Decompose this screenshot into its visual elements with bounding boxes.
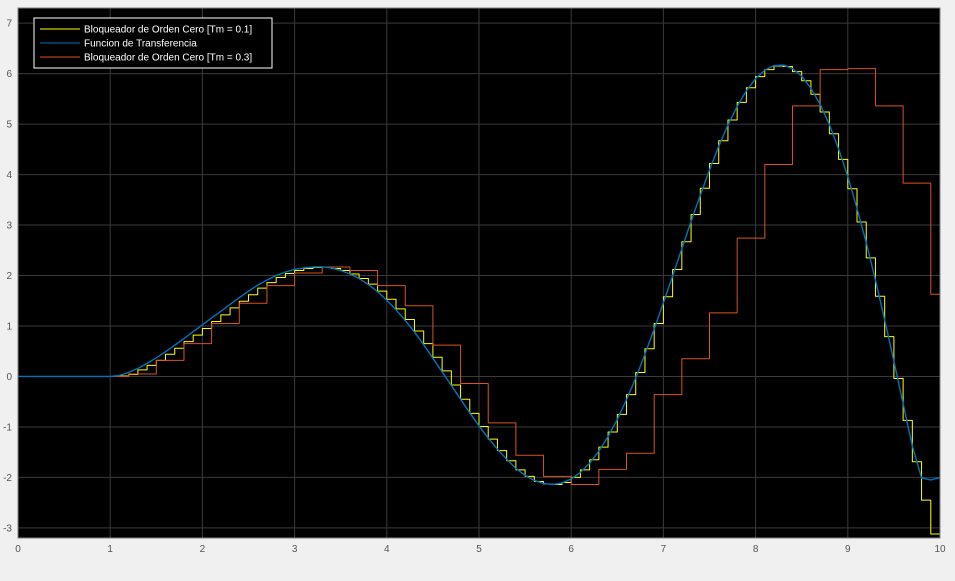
x-tick-label: 2	[200, 544, 206, 555]
y-tick-label: -3	[3, 523, 12, 534]
x-tick-label: 5	[476, 544, 482, 555]
y-tick-label: 3	[6, 221, 12, 232]
legend[interactable]: Bloqueador de Orden Cero [Tm = 0.1] Func…	[34, 18, 272, 68]
legend-entry-1: Funcion de Transferencia	[84, 39, 197, 50]
x-tick-label: 6	[568, 544, 574, 555]
legend-entry-2: Bloqueador de Orden Cero [Tm = 0.3]	[84, 53, 252, 64]
y-tick-label: 5	[6, 120, 12, 131]
x-tick-label: 4	[384, 544, 390, 555]
y-tick-label: 2	[6, 271, 12, 282]
x-tick-label: 3	[292, 544, 298, 555]
y-tick-label: -2	[3, 473, 12, 484]
y-tick-label: 6	[6, 69, 12, 80]
y-tick-label: 1	[6, 322, 12, 333]
x-tick-label: 1	[107, 544, 113, 555]
y-tick-label: 7	[6, 19, 12, 30]
legend-entry-0: Bloqueador de Orden Cero [Tm = 0.1]	[84, 25, 252, 36]
y-tick-label: 4	[6, 170, 12, 181]
y-tick-label: 0	[6, 372, 12, 383]
x-tick-label: 9	[845, 544, 851, 555]
x-tick-label: 7	[661, 544, 667, 555]
y-tick-label: -1	[3, 422, 12, 433]
x-tick-label: 10	[934, 544, 946, 555]
x-tick-label: 0	[15, 544, 21, 555]
x-tick-label: 8	[753, 544, 759, 555]
